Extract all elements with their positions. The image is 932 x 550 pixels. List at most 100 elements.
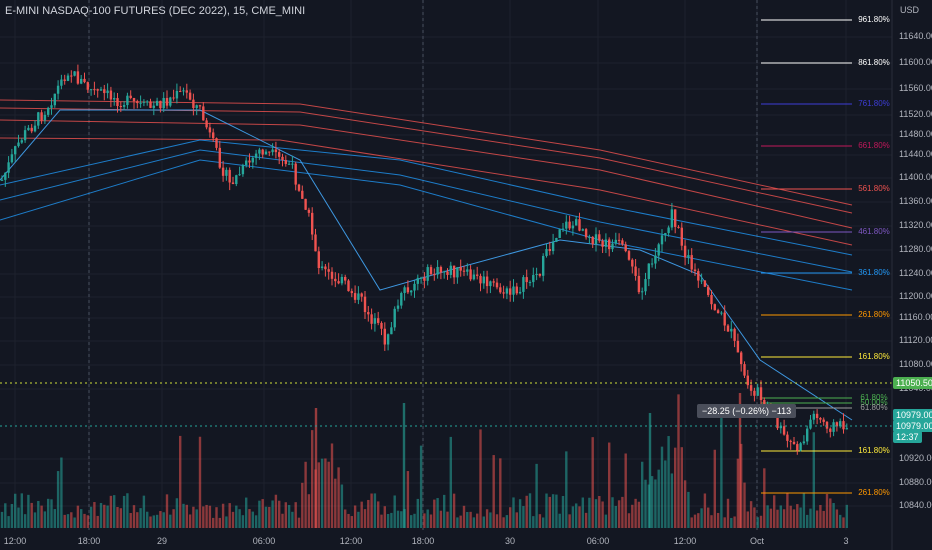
candle-body <box>683 245 687 258</box>
candle-body <box>116 98 119 107</box>
volume-bar <box>14 493 17 528</box>
volume-bar <box>367 499 370 528</box>
time-tick-label: 29 <box>156 536 168 546</box>
candle-body <box>393 308 396 328</box>
candle-body <box>799 443 802 451</box>
fib-label: 61.80% <box>860 403 888 412</box>
volume-bar <box>806 514 809 528</box>
candle-body <box>291 163 294 165</box>
candle-body <box>654 255 657 264</box>
candle-body <box>845 428 848 430</box>
candle-body <box>7 162 10 173</box>
candle-body <box>522 277 525 292</box>
price-tick-label: 11320.00 <box>899 220 932 230</box>
price-tick-label: 11360.00 <box>899 196 932 206</box>
candle-body <box>515 286 518 294</box>
volume-bar <box>730 517 733 528</box>
volume-bar <box>578 506 581 528</box>
candle-body <box>215 138 218 148</box>
volume-bar <box>842 517 845 528</box>
candle-body <box>429 267 433 275</box>
volume-bar <box>703 493 707 528</box>
volume-bar <box>631 504 634 528</box>
candle-body <box>377 318 380 323</box>
volume-bar <box>832 503 835 528</box>
candle-body <box>63 79 66 81</box>
candle-body <box>456 267 459 278</box>
volume-bar <box>634 498 637 528</box>
fib-label: 50.00% <box>860 398 888 407</box>
fib-label: 161.80% <box>858 446 890 455</box>
volume-bar <box>492 455 495 528</box>
volume-bar <box>736 458 740 528</box>
time-tick-label: 12:00 <box>673 536 697 546</box>
volume-bar <box>264 506 268 528</box>
candle-body <box>155 100 159 106</box>
volume-bar <box>380 514 383 528</box>
candle-body <box>710 294 713 305</box>
candle-body <box>489 281 492 287</box>
candle-body <box>740 352 743 365</box>
candle-body <box>195 105 198 108</box>
volume-bar <box>311 430 314 528</box>
price-tick-label: 11240.00 <box>899 268 932 278</box>
candle-body <box>782 426 786 435</box>
volume-bar <box>83 513 86 528</box>
candle-body <box>835 422 839 427</box>
candle-body <box>27 127 30 131</box>
candle-body <box>149 101 152 108</box>
candle-body <box>129 95 132 99</box>
volume-bar <box>561 495 565 528</box>
candle-body <box>700 280 703 282</box>
volume-bar <box>789 505 792 528</box>
volume-bar <box>347 513 350 528</box>
volume-bar <box>782 509 786 528</box>
volume-bar <box>149 516 152 528</box>
volume-bar <box>667 436 670 528</box>
volume-bar <box>208 505 212 528</box>
volume-bar <box>499 458 502 528</box>
time-tick-label: 12:00 <box>3 536 27 546</box>
volume-bar <box>799 507 802 528</box>
volume-bar <box>753 507 756 528</box>
candle-body <box>436 266 439 275</box>
candle-body <box>809 419 812 429</box>
volume-bar <box>228 503 231 528</box>
candle-body <box>733 328 736 341</box>
volume-bar <box>815 510 819 528</box>
candle-body <box>175 90 179 99</box>
candle-body <box>555 237 558 242</box>
candle-body <box>390 327 393 335</box>
candle-body <box>664 233 667 236</box>
candle-body <box>301 190 304 199</box>
volume-bar <box>452 493 456 528</box>
candle-body <box>736 340 740 353</box>
volume-bar <box>713 449 716 528</box>
candle-body <box>317 251 320 269</box>
volume-bar <box>27 494 30 528</box>
volume-bar <box>802 493 806 528</box>
volume-bar <box>7 516 10 528</box>
candle-body <box>815 413 819 419</box>
volume-bar <box>162 512 165 528</box>
candle-body <box>60 79 63 86</box>
volume-bar <box>139 508 142 528</box>
candle-body <box>505 288 509 294</box>
volume-bar <box>716 512 720 528</box>
volume-bar <box>406 471 410 528</box>
volume-bar <box>759 515 763 528</box>
candle-body <box>839 421 842 427</box>
candle-body <box>479 275 482 284</box>
candle-body <box>776 415 779 429</box>
volume-bar <box>4 503 7 528</box>
volume-bar <box>419 445 423 528</box>
volume-bar <box>548 496 551 528</box>
fib-label: 361.80% <box>858 268 890 277</box>
volume-bar <box>604 514 608 528</box>
candle-body <box>228 169 231 183</box>
volume-bar <box>291 511 294 528</box>
candle-body <box>575 219 578 226</box>
volume-bar <box>330 443 334 528</box>
volume-bar <box>845 504 848 528</box>
